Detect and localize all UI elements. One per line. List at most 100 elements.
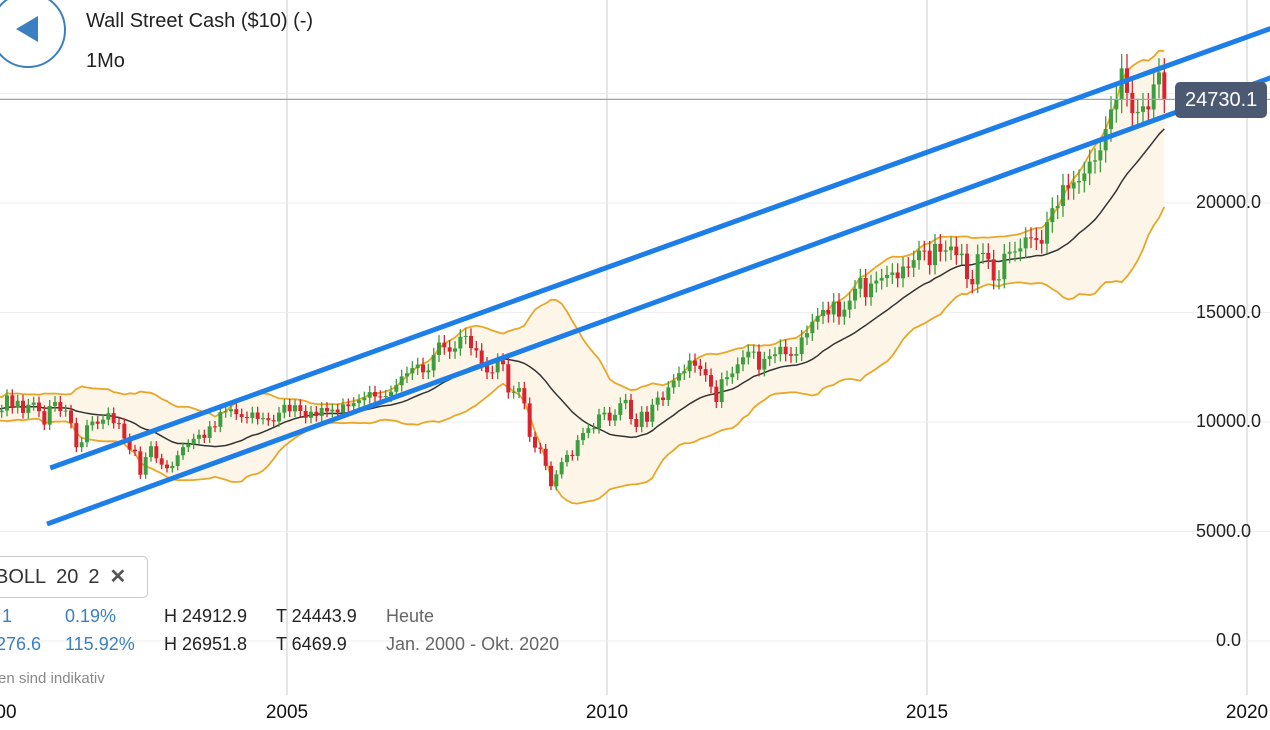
candle-body bbox=[69, 410, 73, 424]
candle-body bbox=[629, 399, 633, 419]
candle-body bbox=[527, 403, 532, 437]
candle-body bbox=[970, 279, 975, 285]
candle-body bbox=[1135, 111, 1140, 114]
candle-body bbox=[618, 403, 623, 415]
candle-body bbox=[762, 358, 767, 370]
indicator-period: 20 bbox=[56, 566, 79, 588]
candle-body bbox=[1034, 238, 1039, 241]
candle-body bbox=[314, 411, 319, 416]
candle-body bbox=[106, 413, 111, 420]
candle-body bbox=[5, 395, 9, 411]
candle-body bbox=[101, 419, 105, 424]
candle-body bbox=[1029, 237, 1033, 239]
candle-body bbox=[485, 363, 489, 373]
candle-body bbox=[383, 396, 388, 398]
candle-body bbox=[682, 371, 687, 374]
candle-body bbox=[341, 404, 345, 413]
candle-body bbox=[90, 421, 95, 426]
candle-body bbox=[522, 388, 527, 404]
candle-body bbox=[981, 252, 985, 255]
candle-body bbox=[186, 444, 191, 448]
back-button[interactable] bbox=[0, 0, 66, 68]
candle-body bbox=[1130, 92, 1135, 114]
range-high: H 26951.8 bbox=[164, 634, 248, 654]
candle-body bbox=[394, 385, 399, 392]
candle-body bbox=[890, 272, 895, 275]
candle-body bbox=[373, 392, 377, 397]
candle-body bbox=[122, 423, 127, 439]
indicator-chip[interactable]: BOLL 20 2 ✕ bbox=[0, 556, 148, 598]
candle-body bbox=[335, 409, 340, 413]
trend-line bbox=[49, 26, 1270, 471]
candle-body bbox=[922, 250, 927, 252]
candle-body bbox=[1093, 160, 1097, 162]
candle-body bbox=[634, 418, 639, 427]
candle-body bbox=[218, 412, 223, 427]
candle-body bbox=[714, 386, 719, 403]
candle-body bbox=[853, 288, 857, 301]
candle-body bbox=[570, 454, 575, 457]
candle-body bbox=[773, 354, 777, 357]
candle-body bbox=[586, 428, 591, 434]
candle-body bbox=[1151, 84, 1156, 110]
candle-body bbox=[842, 309, 847, 317]
candle-body bbox=[469, 335, 473, 349]
candle-body bbox=[511, 391, 516, 393]
candle-body bbox=[399, 376, 404, 386]
today-label: Heute bbox=[386, 606, 435, 626]
candle-body bbox=[661, 397, 665, 400]
candle-body bbox=[810, 321, 815, 334]
candle-body bbox=[805, 333, 809, 338]
candle-body bbox=[239, 414, 244, 418]
candle-body bbox=[965, 253, 969, 280]
candle-body bbox=[442, 342, 447, 348]
y-tick-label: 10000.0 bbox=[1196, 411, 1262, 431]
candle-body bbox=[421, 364, 425, 373]
range-low: T 6469.9 bbox=[276, 634, 347, 654]
y-tick-label: 5000.0 bbox=[1196, 521, 1252, 541]
candle-body bbox=[959, 253, 964, 256]
candle-body bbox=[1162, 72, 1167, 100]
candle-body bbox=[671, 380, 676, 388]
candle-body bbox=[330, 409, 335, 412]
candle-body bbox=[117, 423, 121, 425]
candle-body bbox=[895, 272, 900, 279]
candle-body bbox=[271, 420, 276, 422]
candle-body bbox=[703, 369, 708, 376]
candle-body bbox=[730, 373, 735, 378]
bollinger-upper-band bbox=[0, 49, 1165, 418]
candle-body bbox=[1050, 208, 1055, 223]
candle-body bbox=[1077, 180, 1081, 183]
candle-body bbox=[1109, 109, 1113, 130]
candle-body bbox=[1066, 185, 1071, 189]
candle-body bbox=[351, 403, 356, 407]
candle-body bbox=[751, 351, 756, 353]
candle-body bbox=[21, 400, 25, 413]
candle-body bbox=[501, 360, 505, 365]
candle-body bbox=[431, 354, 436, 371]
x-icon[interactable]: ✕ bbox=[109, 566, 127, 588]
candle-body bbox=[175, 455, 180, 466]
period-selector[interactable]: 1Mo bbox=[86, 50, 125, 72]
candle-body bbox=[666, 387, 671, 400]
candle-body bbox=[282, 404, 287, 413]
candle-body bbox=[298, 405, 303, 411]
candle-body bbox=[949, 246, 953, 251]
candle-body bbox=[554, 474, 559, 487]
candle-body bbox=[559, 462, 564, 475]
candle-body bbox=[938, 243, 943, 252]
candle-body bbox=[490, 372, 495, 374]
candle-body bbox=[858, 277, 863, 289]
candle-body bbox=[954, 246, 959, 256]
candle-body bbox=[719, 379, 724, 403]
candle-body bbox=[591, 428, 596, 430]
candle-body bbox=[581, 433, 585, 441]
candle-body bbox=[346, 404, 351, 407]
candle-body bbox=[613, 414, 617, 421]
candle-body bbox=[53, 402, 57, 406]
candle-body bbox=[0, 410, 4, 413]
candle-body bbox=[277, 412, 281, 422]
disclaimer-note: en sind indikativ bbox=[0, 670, 105, 687]
candle-body bbox=[207, 426, 212, 438]
